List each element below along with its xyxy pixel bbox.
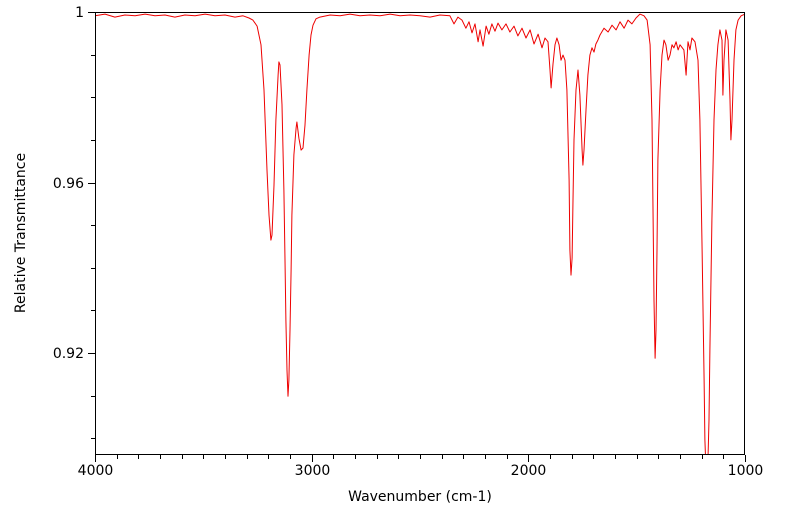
plot-border bbox=[95, 12, 745, 455]
y-tick-label: 1 bbox=[75, 4, 84, 21]
x-tick-label: 4000 bbox=[77, 463, 114, 479]
y-tick-label: 0.96 bbox=[52, 175, 84, 192]
spectrum-trace bbox=[95, 13, 745, 455]
x-axis-title: Wavenumber (cm-1) bbox=[348, 489, 492, 505]
x-tick-label: 3000 bbox=[294, 463, 331, 479]
x-tick-label: 1000 bbox=[727, 463, 764, 479]
y-tick-label: 0.92 bbox=[52, 345, 84, 362]
x-tick-label: 2000 bbox=[510, 463, 547, 479]
